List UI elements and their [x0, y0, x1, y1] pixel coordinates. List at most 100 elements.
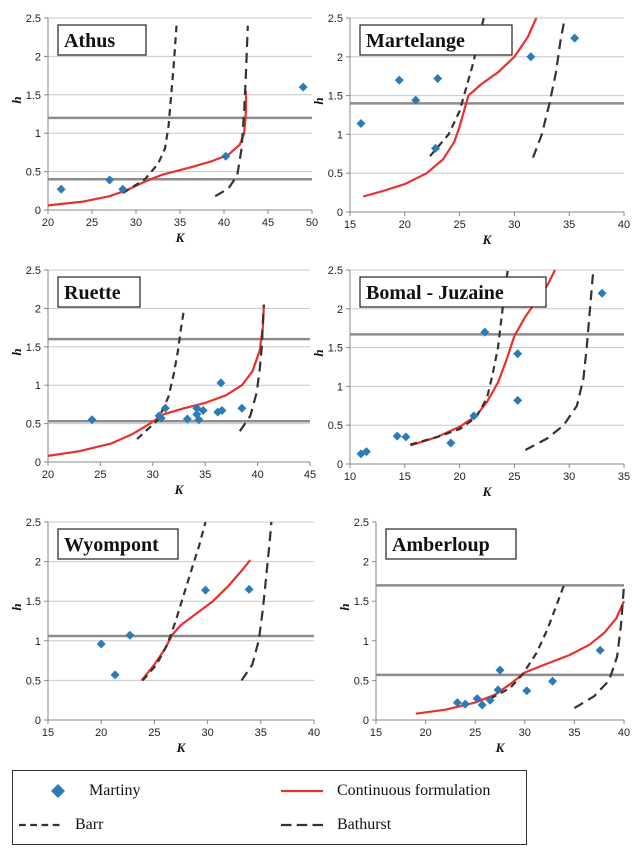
y-axis-label: h — [311, 97, 326, 104]
y-tick-label: 1 — [35, 636, 41, 648]
panel-title-frame — [57, 528, 179, 560]
martiny-point — [194, 415, 204, 425]
x-axis-label: K — [175, 230, 186, 245]
martiny-point — [198, 406, 208, 416]
martiny-point — [298, 82, 308, 92]
martiny-point — [513, 349, 523, 359]
x-axis-label: K — [174, 482, 185, 497]
bathurst-dashed-line — [531, 17, 566, 159]
panel-title: Martelange — [366, 30, 465, 52]
martiny-point — [460, 699, 470, 709]
y-tick-label: 2 — [35, 51, 41, 63]
solid-line-icon — [281, 784, 323, 798]
y-tick-label: 1 — [35, 128, 41, 140]
y-tick-label: 0 — [35, 457, 41, 469]
martiny-point — [548, 676, 558, 686]
legend-label-bathurst: Bathurst — [337, 816, 392, 833]
legend-label-continuous: Continuous formulation — [337, 782, 491, 799]
y-tick-label: 2.5 — [328, 13, 343, 25]
y-axis-label: h — [9, 96, 24, 103]
martiny-point — [87, 415, 97, 425]
dashed-line-icon — [19, 818, 61, 832]
martiny-point — [160, 403, 170, 413]
x-tick-label: 50 — [306, 217, 318, 229]
martiny-point — [446, 438, 456, 448]
martiny-point — [182, 414, 192, 424]
legend-item-continuous: Continuous formulation — [281, 779, 490, 803]
y-tick-label: 1 — [363, 636, 369, 648]
x-tick-label: 35 — [568, 727, 580, 739]
martiny-point — [56, 184, 66, 194]
y-tick-label: 2.5 — [328, 265, 343, 277]
martiny-point — [472, 694, 482, 704]
panel-title-box: Bomal - Juzaine — [359, 276, 547, 308]
diamond-marker-icon — [37, 784, 79, 798]
y-tick-label: 0 — [363, 715, 369, 727]
martiny-point — [216, 378, 226, 388]
chart-panel-2: 15 20 25 30 35 40 0 0.5 1 1.5 2 2.5 Kh Martelange — [311, 13, 630, 247]
x-tick-label: 35 — [199, 469, 211, 481]
x-tick-label: 15 — [399, 471, 411, 483]
y-tick-label: 2.5 — [26, 265, 41, 277]
x-tick-label: 20 — [399, 219, 411, 231]
y-tick-label: 0 — [35, 205, 41, 217]
y-tick-label: 2.5 — [354, 517, 369, 529]
x-tick-label: 25 — [148, 727, 160, 739]
x-tick-label: 40 — [618, 727, 630, 739]
martiny-point — [480, 327, 490, 337]
martiny-point — [125, 630, 135, 640]
martiny-point — [485, 695, 495, 705]
legend-item-martiny: Martiny — [37, 779, 141, 803]
martiny-point — [237, 403, 247, 413]
x-tick-label: 20 — [42, 469, 54, 481]
martiny-point — [522, 686, 532, 696]
y-tick-label: 0.5 — [354, 675, 369, 687]
legend-label-barr: Barr — [75, 816, 104, 833]
legend-item-barr: Barr — [19, 813, 103, 837]
y-tick-label: 1.5 — [26, 596, 41, 608]
x-axis-label: K — [176, 740, 187, 755]
y-tick-label: 0 — [35, 715, 41, 727]
continuous-formulation-line — [47, 304, 265, 457]
martiny-point — [156, 413, 166, 423]
martiny-point — [200, 585, 210, 595]
x-tick-label: 35 — [618, 471, 630, 483]
martiny-point — [244, 584, 254, 594]
bathurst-dashed-line — [214, 25, 249, 198]
x-tick-label: 40 — [618, 219, 630, 231]
x-tick-label: 30 — [519, 727, 531, 739]
y-tick-label: 2.5 — [26, 517, 41, 529]
x-tick-label: 25 — [469, 727, 481, 739]
bathurst-dashed-line — [240, 521, 273, 682]
x-tick-label: 35 — [174, 217, 186, 229]
x-tick-label: 20 — [419, 727, 431, 739]
y-tick-label: 0 — [337, 207, 343, 219]
panel-title-frame — [57, 276, 141, 308]
panel-title: Ruette — [64, 282, 121, 304]
x-tick-label: 30 — [201, 727, 213, 739]
x-tick-label: 45 — [304, 469, 316, 481]
bathurst-dashed-line — [524, 269, 595, 451]
continuous-formulation-line — [140, 559, 252, 682]
x-axis-label: K — [482, 484, 493, 499]
x-tick-label: 40 — [251, 469, 263, 481]
barr-dashed-line — [122, 25, 178, 195]
y-tick-label: 0.5 — [26, 419, 41, 431]
panel-title-frame — [385, 528, 517, 560]
legend: Martiny Continuous formulation Barr Bath… — [12, 770, 527, 845]
chart-panel-1: 20 25 30 35 40 45 50 0 0.5 1 1.5 2 2.5 Kh Athus — [9, 13, 318, 245]
x-tick-label: 25 — [94, 469, 106, 481]
x-tick-label: 30 — [130, 217, 142, 229]
martiny-point — [495, 665, 505, 675]
martiny-point — [96, 639, 106, 649]
y-tick-label: 0 — [337, 459, 343, 471]
y-tick-label: 0.5 — [328, 420, 343, 432]
martiny-point — [469, 411, 479, 421]
x-tick-label: 15 — [344, 219, 356, 231]
x-tick-label: 30 — [147, 469, 159, 481]
x-tick-label: 35 — [563, 219, 575, 231]
continuous-formulation-line — [362, 17, 538, 198]
y-tick-label: 1.5 — [354, 596, 369, 608]
x-tick-label: 40 — [308, 727, 320, 739]
x-tick-label: 30 — [563, 471, 575, 483]
